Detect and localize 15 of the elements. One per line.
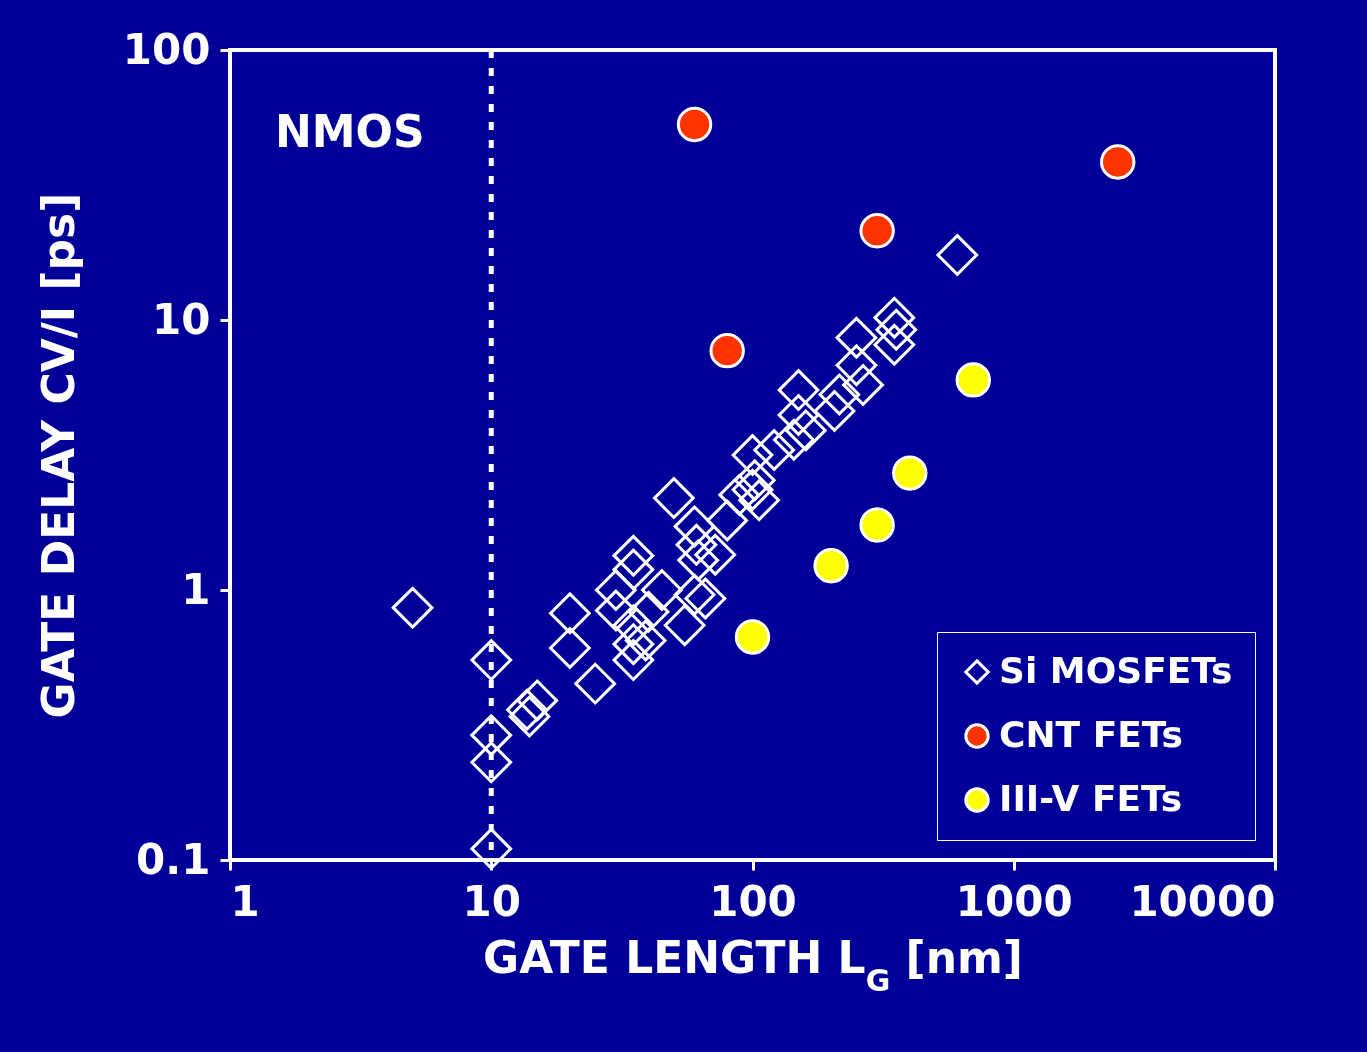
y-tick-label: 100 — [122, 24, 211, 74]
legend-label: III-V FETs — [999, 778, 1183, 819]
y-tick-label: 1 — [181, 564, 211, 614]
y-axis-title: GATE DELAY CV/I [ps] — [32, 192, 84, 719]
x-tick-label: 100 — [709, 876, 797, 926]
legend-label: CNT FETs — [999, 714, 1184, 755]
annotation: NMOS — [275, 106, 425, 157]
x-tick-label: 1 — [230, 876, 260, 926]
x-axis-title: GATE LENGTH L$_{G}$ [nm] — [483, 931, 1023, 997]
y-tick-label: 10 — [152, 294, 211, 344]
x-tick-label: 10000 — [1129, 876, 1276, 926]
legend-label: Si MOSFETs — [999, 650, 1233, 691]
y-tick-label: 0.1 — [136, 834, 211, 884]
x-tick-label: 1000 — [955, 876, 1073, 926]
x-tick-label: 10 — [462, 876, 521, 926]
